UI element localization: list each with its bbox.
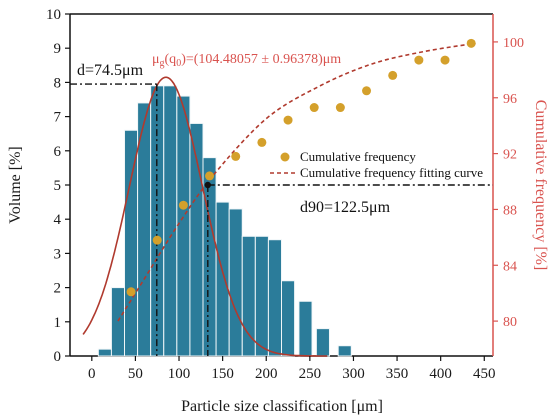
x-tick-label: 250 bbox=[299, 366, 322, 382]
cumulative-fitting-curve bbox=[117, 42, 476, 322]
y2-tick-label: 92 bbox=[503, 148, 517, 163]
cumulative-point bbox=[335, 103, 345, 113]
histogram-bar bbox=[315, 328, 330, 357]
legend-item-fit: Cumulative frequency fitting curve bbox=[300, 165, 483, 180]
cumulative-point bbox=[178, 200, 188, 210]
cumulative-point bbox=[205, 171, 215, 181]
axis-ticks: 0 50 100 150 200 250 300 350 400 450 0 1 2 3 4 5 6 7 8 9 10 8… bbox=[46, 7, 524, 382]
y-axis-title: Volume [%] bbox=[7, 146, 24, 223]
mean-q: (q bbox=[165, 52, 177, 67]
histogram-bar bbox=[281, 280, 296, 357]
histogram-bars bbox=[97, 85, 352, 357]
y-tick-label: 0 bbox=[54, 349, 62, 365]
histogram-bar bbox=[124, 129, 139, 357]
curves bbox=[82, 42, 476, 357]
histogram-bar bbox=[163, 85, 178, 357]
normal-fit-curve bbox=[82, 76, 328, 357]
y-tick-label: 8 bbox=[54, 75, 62, 91]
cumulative-point bbox=[362, 86, 372, 96]
x-tick-label: 200 bbox=[255, 366, 278, 382]
cumulative-point bbox=[388, 70, 398, 80]
y-tick-label: 9 bbox=[54, 41, 62, 57]
cumulative-points bbox=[126, 38, 476, 297]
x-tick-label: 300 bbox=[342, 366, 365, 382]
y2-tick-label: 100 bbox=[503, 36, 524, 51]
x-tick-label: 350 bbox=[386, 366, 409, 382]
y2-tick-label: 80 bbox=[503, 315, 517, 330]
histogram-bar bbox=[298, 300, 313, 357]
mean-mu-sub: g bbox=[160, 58, 165, 69]
histogram-bar bbox=[97, 348, 112, 357]
y-tick-label: 7 bbox=[54, 110, 62, 126]
guide-lines bbox=[70, 83, 493, 356]
cumulative-point bbox=[126, 287, 136, 297]
x-tick-label: 400 bbox=[429, 366, 452, 382]
y2-tick-label: 96 bbox=[503, 92, 517, 107]
y-tick-label: 1 bbox=[54, 315, 62, 331]
d50-annotation: d=74.5μm bbox=[77, 62, 144, 79]
histogram-bar bbox=[110, 287, 126, 357]
histogram-bar bbox=[176, 95, 191, 357]
cumulative-point bbox=[309, 103, 319, 113]
y2-tick-label: 88 bbox=[503, 203, 517, 218]
x-tick-label: 450 bbox=[473, 366, 496, 382]
histogram-bar bbox=[215, 201, 230, 357]
mean-value: )=(104.48057 ± 0.96378)μm bbox=[181, 52, 341, 67]
y-tick-label: 10 bbox=[46, 7, 61, 23]
histogram-bar bbox=[228, 208, 243, 357]
legend-scatter-marker bbox=[280, 152, 290, 162]
x-tick-label: 50 bbox=[128, 366, 143, 382]
cumulative-point bbox=[440, 55, 450, 65]
y-tick-label: 2 bbox=[54, 281, 62, 297]
legend-item-cumulative: Cumulative frequency bbox=[300, 149, 416, 164]
cumulative-point bbox=[152, 235, 162, 245]
y2-axis-title: Cumulative frequency [%] bbox=[532, 100, 549, 271]
cumulative-point bbox=[231, 151, 241, 161]
y-tick-label: 3 bbox=[54, 246, 62, 262]
x-axis-title: Particle size classification [μm] bbox=[181, 398, 383, 415]
d90-marker bbox=[204, 181, 212, 189]
d90-annotation: d90=122.5μm bbox=[300, 199, 391, 216]
cumulative-point bbox=[283, 115, 293, 125]
x-tick-label: 150 bbox=[211, 366, 234, 382]
histogram-bar bbox=[267, 239, 282, 357]
cumulative-point bbox=[466, 38, 476, 48]
y-tick-label: 6 bbox=[54, 144, 62, 160]
legend: Cumulative frequency Cumulative frequenc… bbox=[270, 149, 483, 180]
cumulative-point bbox=[414, 55, 424, 65]
y-tick-label: 4 bbox=[54, 212, 62, 228]
x-tick-label: 0 bbox=[88, 366, 96, 382]
x-tick-label: 100 bbox=[168, 366, 191, 382]
mean-mu: μ bbox=[152, 52, 160, 67]
histogram-bar bbox=[254, 235, 269, 357]
y-tick-label: 5 bbox=[54, 178, 62, 194]
histogram-bar bbox=[241, 235, 256, 357]
mean-annotation: μg(q0)=(104.48057 ± 0.96378)μm bbox=[152, 52, 341, 69]
histogram-bar bbox=[337, 345, 352, 357]
mean-q-sub: 0 bbox=[176, 58, 181, 69]
y2-tick-label: 84 bbox=[503, 259, 517, 274]
cumulative-point bbox=[257, 137, 267, 147]
